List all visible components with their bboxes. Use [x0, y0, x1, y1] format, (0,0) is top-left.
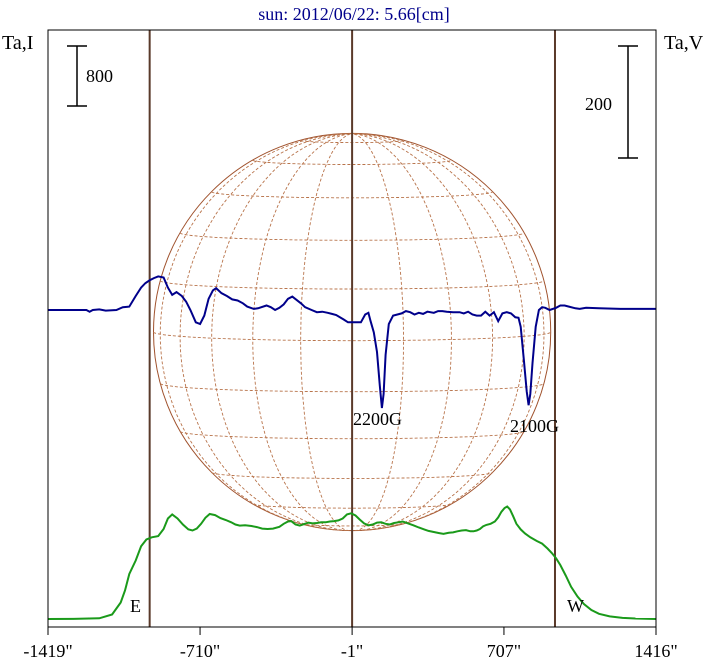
- scale-bar-intensity-label: 800: [86, 66, 113, 86]
- series-stokes-v-line: [48, 275, 656, 409]
- x-tick-label: 1416": [634, 641, 677, 661]
- scale-bar-intensity: [67, 45, 87, 107]
- x-axis-ticks: -1419" -710" -1" 707" 1416": [23, 627, 678, 661]
- solar-disk-grid: [152, 132, 552, 532]
- annotation-2200g: 2200G: [353, 409, 402, 429]
- right-axis-label: Ta,V: [664, 32, 704, 54]
- longitude-gridline: [211, 133, 353, 531]
- longitude-gridline: [300, 133, 353, 532]
- latitude-gridline: [252, 503, 452, 509]
- x-tick-label: -1419": [23, 641, 72, 661]
- chart-title: sun: 2012/06/22: 5.66[cm]: [258, 4, 450, 24]
- longitude-gridline: [352, 133, 545, 528]
- x-tick-label: 707": [487, 641, 521, 661]
- x-tick-label: -1": [341, 641, 363, 661]
- left-axis-label: Ta,I: [2, 32, 33, 54]
- limb-label-east: E: [130, 596, 141, 616]
- longitude-gridline: [179, 133, 353, 531]
- annotation-2100g: 2100G: [510, 416, 559, 436]
- scale-bar-polarization-label: 200: [585, 94, 612, 114]
- limb-lines: [148, 30, 556, 627]
- longitude-gridline: [159, 133, 353, 528]
- scale-bar-polarization: [618, 45, 638, 159]
- longitude-gridline: [252, 133, 353, 531]
- x-tick-label: -710": [180, 641, 220, 661]
- longitude-gridline: [352, 133, 404, 532]
- longitude-gridline: [352, 133, 452, 531]
- longitude-gridline: [352, 133, 493, 531]
- series-stokes-i-line: [47, 505, 657, 620]
- longitude-gridline: [352, 133, 525, 531]
- limb-label-west: W: [567, 596, 584, 616]
